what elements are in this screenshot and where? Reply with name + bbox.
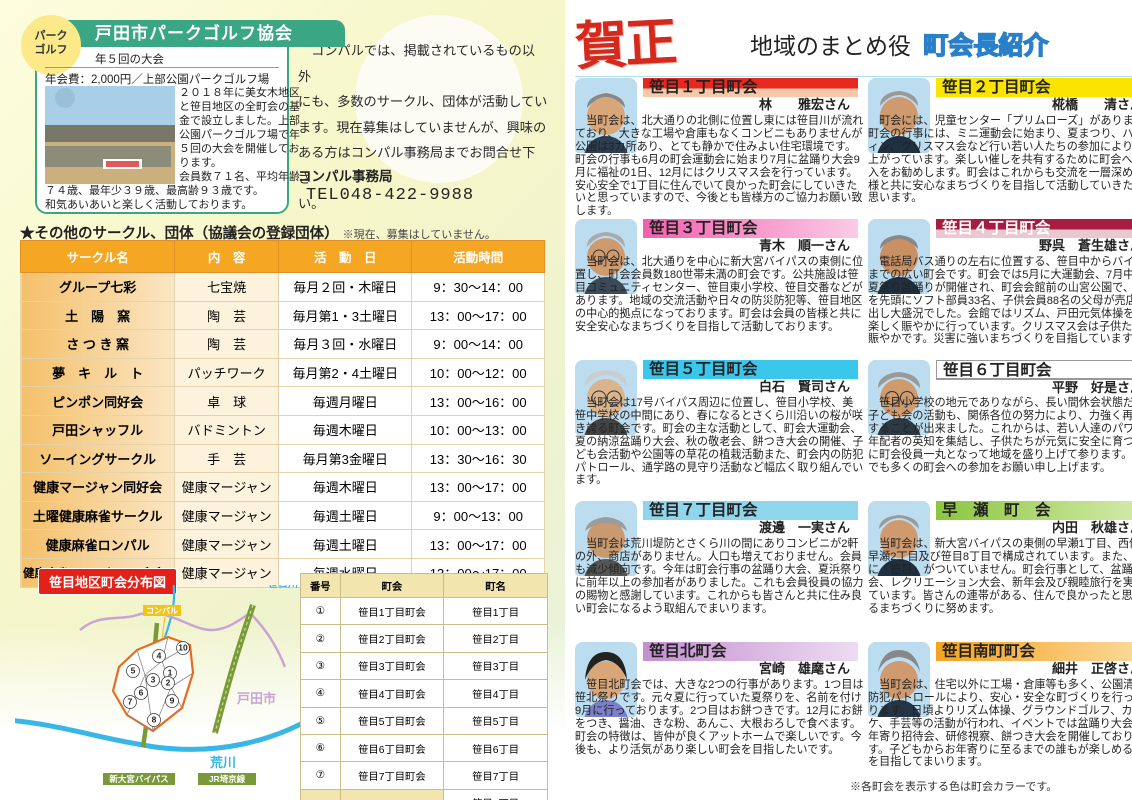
svg-text:JR埼京線: JR埼京線 xyxy=(209,774,246,784)
svg-text:新大宮バイパス: 新大宮バイパス xyxy=(109,774,168,784)
svg-text:2: 2 xyxy=(166,678,171,688)
svg-text:荒川: 荒川 xyxy=(209,755,236,770)
svg-text:コンパル: コンパル xyxy=(146,606,178,616)
svg-text:10: 10 xyxy=(178,643,188,653)
svg-text:4: 4 xyxy=(157,651,162,661)
svg-text:戸田市: 戸田市 xyxy=(237,691,276,706)
svg-text:笹目川: 笹目川 xyxy=(268,585,298,590)
svg-text:6: 6 xyxy=(139,688,144,698)
svg-text:9: 9 xyxy=(170,696,175,706)
svg-text:3: 3 xyxy=(151,675,156,685)
svg-text:5: 5 xyxy=(131,666,136,676)
svg-text:7: 7 xyxy=(128,697,133,707)
svg-text:8: 8 xyxy=(152,715,157,725)
